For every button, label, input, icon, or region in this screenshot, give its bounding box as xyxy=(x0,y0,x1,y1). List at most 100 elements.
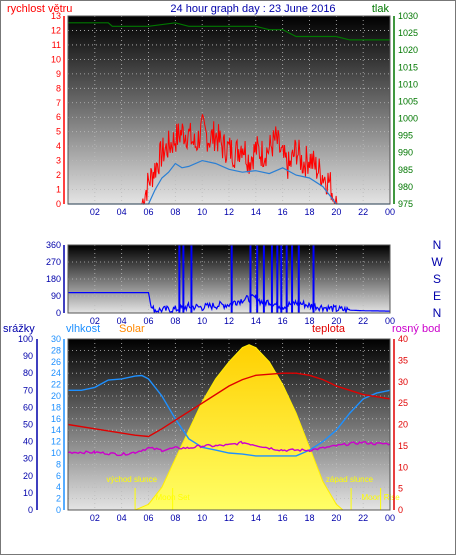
x-tick-label: 18 xyxy=(304,207,314,217)
humidity-tick-label: 4 xyxy=(56,482,61,492)
humidity-axis-title: vlhkost xyxy=(66,323,100,335)
x-tick-label: 06 xyxy=(143,316,153,326)
wind-speed-tick-label: 12 xyxy=(51,25,61,35)
rain-tick-label: 100 xyxy=(18,334,33,344)
wind-speed-tick-label: 4 xyxy=(56,141,61,151)
compass-label: W xyxy=(431,255,443,269)
wind-speed-tick-label: 7 xyxy=(56,98,61,108)
pressure-tick-label: 1015 xyxy=(398,62,418,72)
x-tick-label: 16 xyxy=(278,513,288,523)
pressure-tick-label: 1005 xyxy=(398,96,418,106)
temperature-tick-label: 10 xyxy=(398,462,408,472)
x-tick-label: 14 xyxy=(251,316,261,326)
pressure-tick-label: 1025 xyxy=(398,28,418,38)
rain-tick-label: 0 xyxy=(28,505,33,515)
solar-layer: východ slunce západ slunce Moon Set Moon Ri… xyxy=(106,344,400,511)
direction-tick-label: 180 xyxy=(46,274,61,284)
rain-tick-label: 70 xyxy=(23,385,33,395)
temperature-tick-label: 5 xyxy=(398,484,403,494)
rain-tick-label: 60 xyxy=(23,402,33,412)
humidity-tick-label: 2 xyxy=(56,494,61,504)
temperature-tick-label: 35 xyxy=(398,355,408,365)
humidity-tick-label: 8 xyxy=(56,459,61,469)
x-tick-label: 00 xyxy=(385,207,395,217)
humidity-tick-label: 10 xyxy=(51,448,61,458)
event-label: západ slunce xyxy=(326,475,374,484)
direction-tick-label: 0 xyxy=(56,308,61,318)
axes-layer: 0123456789101112139759809859909951000100… xyxy=(18,11,443,523)
temperature-tick-label: 30 xyxy=(398,377,408,387)
temperature-tick-label: 20 xyxy=(398,420,408,430)
pressure-tick-label: 1030 xyxy=(398,11,418,21)
x-tick-label: 20 xyxy=(331,513,341,523)
x-tick-label: 08 xyxy=(170,316,180,326)
x-tick-label: 20 xyxy=(331,207,341,217)
temperature-line xyxy=(67,372,391,438)
humidity-tick-label: 6 xyxy=(56,471,61,481)
pressure-tick-label: 995 xyxy=(398,131,413,141)
pressure-tick-label: 985 xyxy=(398,165,413,175)
humidity-tick-label: 22 xyxy=(51,380,61,390)
pressure-tick-label: 1020 xyxy=(398,45,418,55)
series-layer xyxy=(67,22,391,457)
humidity-tick-label: 28 xyxy=(51,345,61,355)
wind-speed-tick-label: 11 xyxy=(52,40,61,50)
pressure-tick-label: 990 xyxy=(398,148,413,158)
x-tick-label: 10 xyxy=(197,207,207,217)
plot-border-3 xyxy=(67,338,391,511)
rain-tick-label: 40 xyxy=(23,437,33,447)
x-tick-label: 18 xyxy=(304,316,314,326)
dewpoint-line xyxy=(67,440,391,457)
pressure-tick-label: 975 xyxy=(398,199,413,209)
humidity-tick-label: 20 xyxy=(51,391,61,401)
x-tick-label: 08 xyxy=(170,513,180,523)
x-tick-label: 12 xyxy=(224,316,234,326)
x-tick-label: 12 xyxy=(224,207,234,217)
temperature-tick-label: 0 xyxy=(398,505,403,515)
compass-label: S xyxy=(433,272,441,286)
x-tick-label: 08 xyxy=(170,207,180,217)
x-tick-label: 06 xyxy=(143,513,153,523)
event-label: Moon Rise xyxy=(361,493,400,502)
x-tick-label: 10 xyxy=(197,316,207,326)
humidity-tick-label: 14 xyxy=(51,425,61,435)
x-tick-label: 04 xyxy=(117,513,127,523)
humidity-tick-label: 12 xyxy=(51,437,61,447)
event-label: východ slunce xyxy=(106,475,157,484)
pressure-axis-title: tlak xyxy=(372,3,390,15)
solar-area xyxy=(134,344,345,511)
wind-speed-tick-label: 1 xyxy=(56,185,61,195)
compass-label: N xyxy=(433,238,442,252)
pressure-line xyxy=(68,22,390,41)
wind-gust-line xyxy=(68,159,390,205)
wind-speed-tick-label: 0 xyxy=(56,199,61,209)
wind-speed-tick-label: 6 xyxy=(56,112,61,122)
x-tick-label: 16 xyxy=(278,316,288,326)
humidity-tick-label: 24 xyxy=(51,368,61,378)
humidity-tick-label: 0 xyxy=(56,505,61,515)
x-tick-label: 02 xyxy=(90,316,100,326)
wind-speed-axis-title: rychlost větru xyxy=(7,3,72,15)
wind-speed-tick-label: 13 xyxy=(51,11,61,21)
rain-tick-label: 80 xyxy=(23,368,33,378)
solar-axis-title: Solar xyxy=(119,323,145,335)
x-tick-label: 12 xyxy=(224,513,234,523)
dewpoint-axis-title: rosný bod xyxy=(392,323,440,335)
wind-speed-tick-label: 2 xyxy=(56,170,61,180)
rain-tick-label: 50 xyxy=(23,420,33,430)
x-tick-label: 00 xyxy=(385,316,395,326)
compass-label: E xyxy=(433,289,441,303)
wind-speed-tick-label: 5 xyxy=(56,127,61,137)
x-tick-label: 14 xyxy=(251,513,261,523)
temperature-tick-label: 15 xyxy=(398,441,408,451)
graph-title: 24 hour graph day : 23 June 2016 xyxy=(170,3,335,15)
temperature-tick-label: 40 xyxy=(398,334,408,344)
humidity-tick-label: 26 xyxy=(51,357,61,367)
x-tick-label: 06 xyxy=(143,207,153,217)
pressure-tick-label: 1000 xyxy=(398,114,418,124)
x-tick-label: 10 xyxy=(197,513,207,523)
rain-tick-label: 90 xyxy=(23,351,33,361)
rain-axis-title: srážky xyxy=(3,323,35,335)
x-tick-label: 22 xyxy=(358,316,368,326)
